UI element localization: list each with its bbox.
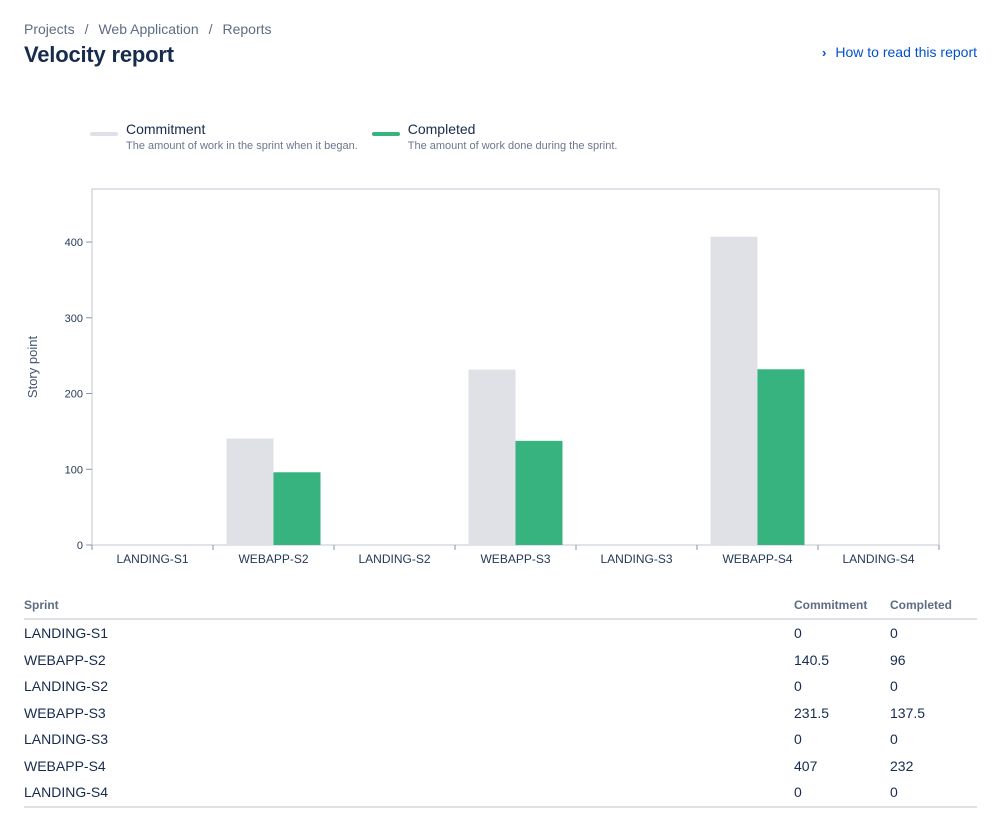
table-row: WEBAPP-S4 407 232 xyxy=(24,753,977,780)
completed-cell: 232 xyxy=(890,757,914,774)
table-row: WEBAPP-S2 140.5 96 xyxy=(24,647,977,674)
sprint-cell: LANDING-S2 xyxy=(24,678,109,695)
breadcrumb-web-application[interactable]: Web Application xyxy=(98,21,199,37)
bar-completed xyxy=(757,369,805,545)
sprint-cell: LANDING-S3 xyxy=(24,731,109,748)
commitment-cell: 0 xyxy=(794,625,802,642)
velocity-table: Sprint Commitment Completed LANDING-S1 0… xyxy=(24,596,977,808)
breadcrumb-separator: / xyxy=(208,21,213,37)
legend-item-commitment: Commitment The amount of work in the spr… xyxy=(90,120,358,152)
chart-legend: Commitment The amount of work in the spr… xyxy=(90,120,631,152)
legend-name: Commitment xyxy=(126,121,206,137)
commitment-cell: 407 xyxy=(794,757,818,774)
table-header-row: Sprint Commitment Completed xyxy=(24,596,977,620)
x-tick-label: LANDING-S2 xyxy=(358,552,430,566)
table-row: LANDING-S2 0 0 xyxy=(24,673,977,700)
y-tick-label: 200 xyxy=(65,389,83,401)
column-header-completed: Completed xyxy=(890,596,977,620)
how-to-read-label: How to read this report xyxy=(835,44,977,60)
table-row: LANDING-S3 0 0 xyxy=(24,726,977,753)
x-tick-label: LANDING-S3 xyxy=(600,552,672,566)
page-title: Velocity report xyxy=(24,42,174,67)
legend-description: The amount of work in the sprint when it… xyxy=(126,140,358,152)
commitment-cell: 0 xyxy=(794,779,890,808)
breadcrumb: Projects / Web Application / Reports xyxy=(24,21,272,37)
bar-completed xyxy=(273,472,321,545)
chevron-right-icon: › xyxy=(822,44,827,60)
commitment-cell: 0 xyxy=(794,731,802,748)
legend-swatch-completed xyxy=(371,132,400,136)
breadcrumb-separator: / xyxy=(84,21,89,37)
sprint-cell: LANDING-S4 xyxy=(24,779,794,808)
completed-cell: 137.5 xyxy=(890,704,926,721)
legend-description: The amount of work done during the sprin… xyxy=(407,140,618,152)
x-tick-label: LANDING-S1 xyxy=(116,552,188,566)
column-header-sprint: Sprint xyxy=(24,596,794,620)
sprint-cell: WEBAPP-S3 xyxy=(24,704,106,721)
x-tick-label: WEBAPP-S3 xyxy=(480,552,550,566)
table-row: WEBAPP-S3 231.5 137.5 xyxy=(24,700,977,727)
x-tick-label: WEBAPP-S4 xyxy=(722,552,792,566)
legend-item-completed: Completed The amount of work done during… xyxy=(371,120,618,152)
completed-cell: 96 xyxy=(890,651,906,668)
table-row: LANDING-S4 0 0 xyxy=(24,779,977,808)
y-tick-label: 100 xyxy=(65,464,83,476)
commitment-cell: 231.5 xyxy=(794,704,830,721)
y-axis-label: Story point xyxy=(25,336,40,399)
y-tick-label: 400 xyxy=(65,237,83,249)
sprint-cell: LANDING-S1 xyxy=(24,625,109,642)
bar-completed xyxy=(515,440,563,545)
legend-swatch-commitment xyxy=(90,132,118,136)
completed-cell: 0 xyxy=(890,678,898,695)
x-tick-label: WEBAPP-S2 xyxy=(238,552,308,566)
sprint-cell: WEBAPP-S4 xyxy=(24,757,106,774)
breadcrumb-reports[interactable]: Reports xyxy=(222,21,272,37)
bar-commitment xyxy=(226,438,274,545)
x-tick-label: LANDING-S4 xyxy=(842,552,914,566)
bar-commitment xyxy=(468,369,516,545)
y-tick-label: 0 xyxy=(77,540,83,552)
commitment-cell: 0 xyxy=(794,678,802,695)
completed-cell: 0 xyxy=(890,779,977,808)
completed-cell: 0 xyxy=(890,625,898,642)
column-header-commitment: Commitment xyxy=(794,596,890,620)
velocity-chart: 0 100 200 300 400 Story point LANDING-S1 WEBAPP… xyxy=(25,188,940,566)
legend-name: Completed xyxy=(407,121,476,137)
table-row: LANDING-S1 0 0 xyxy=(24,619,977,647)
breadcrumb-projects[interactable]: Projects xyxy=(24,21,75,37)
completed-cell: 0 xyxy=(890,731,898,748)
sprint-cell: WEBAPP-S2 xyxy=(24,651,106,668)
how-to-read-link[interactable]: › How to read this report xyxy=(822,44,977,60)
y-tick-label: 300 xyxy=(65,313,83,325)
commitment-cell: 140.5 xyxy=(794,651,830,668)
bar-commitment xyxy=(710,236,758,545)
